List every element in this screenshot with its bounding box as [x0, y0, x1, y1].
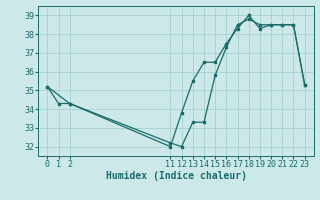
- X-axis label: Humidex (Indice chaleur): Humidex (Indice chaleur): [106, 171, 246, 181]
